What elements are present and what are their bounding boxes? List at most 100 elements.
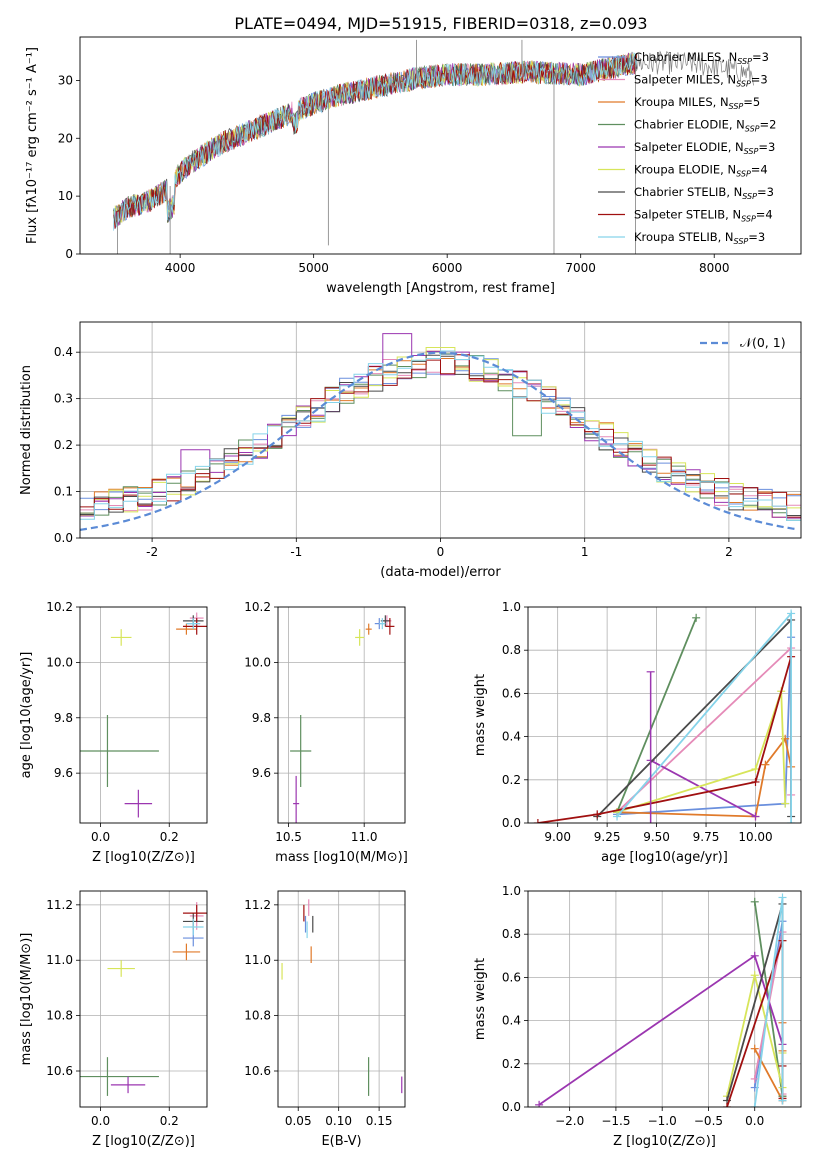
y-tick-label: 1.0 — [502, 884, 521, 898]
x-tick-label: 11.0 — [351, 830, 378, 844]
y-axis-label: mass [log10(M/M⊙)] — [19, 933, 34, 1066]
y-tick-label: 0 — [65, 247, 73, 261]
y-tick-label: 10.8 — [244, 1009, 271, 1023]
x-tick-label: 8000 — [699, 261, 730, 275]
histogram-step-line — [80, 354, 801, 518]
x-axis-label: (data-model)/error — [380, 565, 501, 580]
weight-line — [537, 656, 792, 823]
y-tick-label: 9.8 — [252, 711, 271, 725]
legend-label: 𝒩(0, 1) — [740, 335, 786, 350]
y-tick-label: 11.0 — [244, 953, 271, 967]
y-tick-label: 0.0 — [502, 1100, 521, 1114]
y-tick-label: 11.0 — [46, 953, 73, 967]
x-tick-label: 9.50 — [643, 830, 670, 844]
y-tick-label: 11.2 — [46, 898, 73, 912]
histogram-steps — [80, 333, 801, 531]
legend-label: Salpeter ELODIE, NSSP=3 — [634, 140, 775, 156]
spectrum-line — [113, 52, 638, 231]
y-axis-label: mass weight — [473, 674, 488, 756]
y-tick-label: 0.0 — [54, 531, 73, 545]
axes-frame — [79, 606, 208, 824]
x-tick-label: 9.00 — [544, 830, 571, 844]
y-tick-label: 0.1 — [54, 485, 73, 499]
x-tick-label: 2 — [725, 545, 733, 559]
x-tick-label: 0.05 — [285, 1114, 312, 1128]
y-tick-label: 10.2 — [46, 600, 73, 614]
x-tick-label: 4000 — [165, 261, 196, 275]
x-tick-label: 0.0 — [745, 1114, 764, 1128]
x-tick-label: 0.0 — [91, 1114, 110, 1128]
axes-frame — [527, 606, 802, 824]
axes-frame — [527, 890, 802, 1108]
x-tick-label: 0.15 — [366, 1114, 393, 1128]
x-tick-label: 0.2 — [160, 1114, 179, 1128]
chart-panel-age-vs-mass: 10.5 11.0 9.6 9.8 10.0 10.2 mass [log10(M/M⊙)] — [244, 600, 408, 865]
y-tick-label: 9.6 — [252, 766, 271, 780]
x-tick-label: 0.10 — [325, 1114, 352, 1128]
y-tick-label: 9.8 — [54, 711, 73, 725]
x-tick-label: −0.5 — [694, 1114, 723, 1128]
x-tick-label: 1 — [581, 545, 589, 559]
y-tick-label: 20 — [58, 131, 73, 145]
y-axis-label: mass weight — [473, 958, 488, 1040]
x-tick-label: 10.5 — [275, 830, 302, 844]
y-tick-label: 9.6 — [54, 766, 73, 780]
axes-frame — [79, 890, 208, 1108]
y-tick-label: 10.0 — [244, 655, 271, 669]
chart-panel-spectrum: 4000 5000 6000 7000 8000 0 10 20 30 wavelength [A… — [25, 36, 802, 296]
y-tick-label: 0.3 — [54, 392, 73, 406]
weight-lines — [535, 893, 787, 1107]
x-tick-label: 6000 — [432, 261, 463, 275]
y-tick-label: 10.0 — [46, 655, 73, 669]
y-tick-label: 11.2 — [244, 898, 271, 912]
chart-panel-mass-vs-ebv: 0.05 0.10 0.15 10.6 10.8 11.0 11.2 E(B-V) — [244, 890, 406, 1149]
histogram-step-line — [80, 347, 801, 516]
x-tick-label: −2.0 — [555, 1114, 584, 1128]
y-tick-label: 0.8 — [502, 643, 521, 657]
y-tick-label: 30 — [58, 73, 73, 87]
axes-frame — [79, 36, 802, 255]
x-axis-label: E(B-V) — [321, 1134, 361, 1149]
y-tick-label: 0.6 — [502, 970, 521, 984]
figure-title: PLATE=0494, MJD=51915, FIBERID=0318, z=0… — [234, 14, 647, 33]
residuals-legend: 𝒩(0, 1) — [700, 335, 786, 350]
y-tick-label: 0.4 — [54, 345, 73, 359]
x-tick-label: 7000 — [565, 261, 596, 275]
axes-frame — [79, 321, 802, 539]
y-tick-label: 0.0 — [502, 816, 521, 830]
y-tick-label: 0.8 — [502, 927, 521, 941]
legend-label: Chabrier MILES, NSSP=3 — [634, 50, 769, 66]
axes-frame — [277, 606, 406, 824]
weight-line — [650, 759, 756, 818]
y-tick-label: 10.6 — [46, 1064, 73, 1078]
chart-panel-mass-vs-Z: 0.0 0.2 10.6 10.8 11.0 11.2 Z [log10(Z/Z⊙)] mas… — [19, 890, 208, 1149]
x-axis-label: Z [log10(Z/Z⊙)] — [92, 1134, 195, 1149]
y-tick-label: 0.6 — [502, 686, 521, 700]
x-tick-label: 0 — [437, 545, 445, 559]
y-tick-label: 0.4 — [502, 1014, 521, 1028]
y-tick-label: 0.2 — [502, 1057, 521, 1071]
histogram-step-line — [80, 350, 801, 521]
x-tick-label: 10.00 — [738, 830, 772, 844]
axes-frame — [277, 890, 406, 1108]
spectrum-legend: Chabrier MILES, NSSP=3 Salpeter MILES, NS… — [598, 50, 776, 246]
x-tick-label: 9.25 — [594, 830, 621, 844]
x-tick-label: 0.2 — [160, 830, 179, 844]
spectrum-lines — [113, 39, 754, 254]
x-tick-label: 5000 — [298, 261, 329, 275]
x-axis-label: wavelength [Angstrom, rest frame] — [326, 281, 555, 296]
histogram-step-line — [80, 333, 801, 519]
y-tick-label: 10 — [58, 189, 73, 203]
errorbar-points — [281, 899, 403, 1096]
errorbar-points — [80, 902, 207, 1096]
legend-label: Kroupa STELIB, NSSP=3 — [634, 230, 765, 246]
weight-line — [616, 617, 698, 813]
y-tick-label: 1.0 — [502, 600, 521, 614]
errorbar-points — [290, 615, 395, 823]
x-tick-label: −1.5 — [601, 1114, 630, 1128]
legend-label: Chabrier STELIB, NSSP=3 — [634, 185, 774, 201]
x-axis-label: mass [log10(M/M⊙)] — [275, 850, 408, 865]
x-axis-label: Z [log10(Z/Z⊙)] — [92, 850, 195, 865]
x-axis-label: age [log10(age/yr)] — [601, 850, 728, 865]
